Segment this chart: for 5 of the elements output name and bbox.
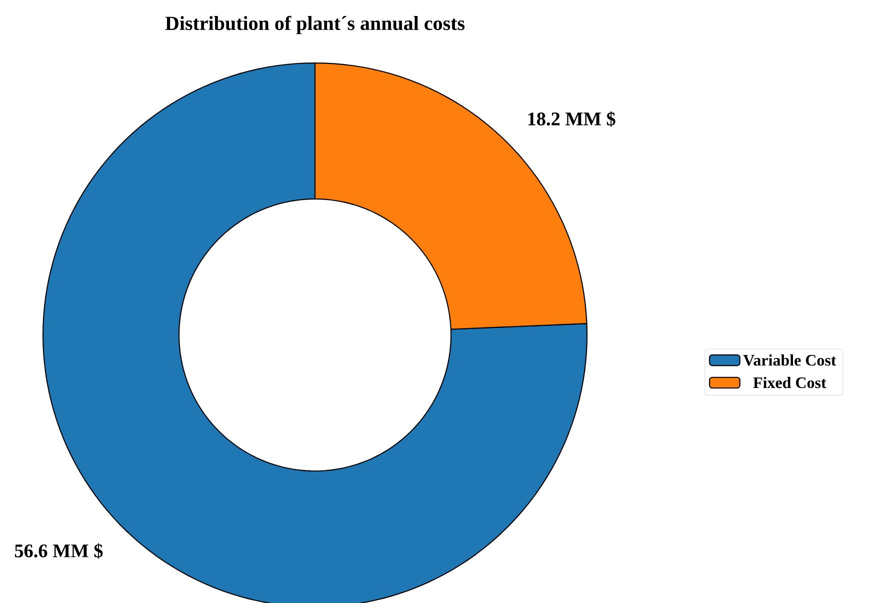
data-label: 18.2 MM $ bbox=[528, 111, 616, 127]
legend-label: Variable Cost bbox=[743, 354, 836, 366]
chart-title: Distribution of plant´s annual costs bbox=[165, 16, 465, 34]
legend-label: Fixed Cost bbox=[753, 376, 826, 388]
data-label: 56.6 MM $ bbox=[14, 543, 103, 559]
